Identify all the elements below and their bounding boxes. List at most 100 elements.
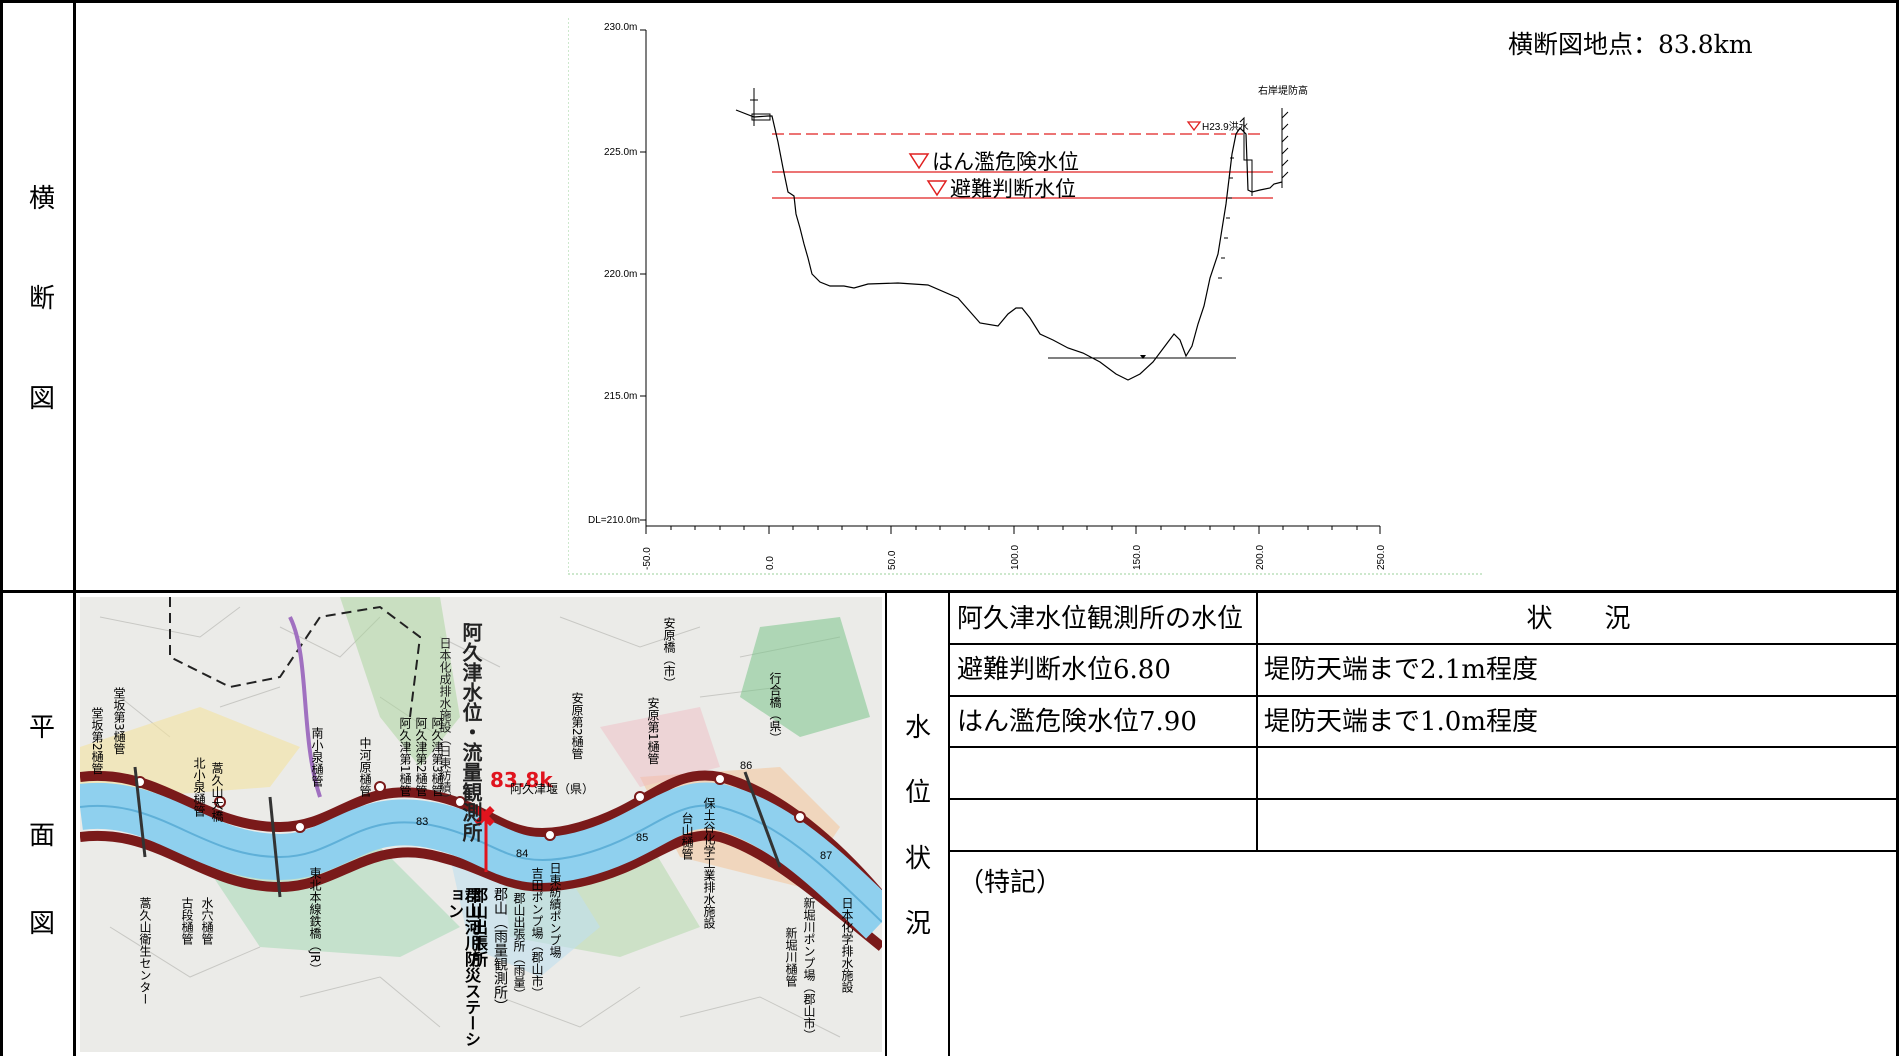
table-header-status: 状 況: [1526, 603, 1631, 634]
map-title: 阿久津水位・流量観測所: [459, 622, 483, 842]
danger-level-label: はん濫危険水位: [932, 151, 1079, 174]
map-title-line-2: 日本化成排水施設（日東紡績）: [438, 637, 452, 805]
cross-label-3: 図: [29, 384, 56, 414]
x-tick-labels: -50.0 0.0 50.0 100.0 150.0 200.0 250.0: [642, 545, 1387, 570]
table-hline-5: [948, 850, 1899, 852]
plan-label-2: 面: [29, 821, 56, 851]
y-ticks: [640, 29, 646, 521]
table-hline-4: [948, 798, 1899, 800]
y-tick-230: 230.0m: [604, 22, 637, 33]
table-row-1-status: 堤防天端まで2.1m程度: [1264, 655, 1539, 685]
km-mark-84: 84: [516, 848, 528, 860]
zone-pink: [600, 707, 720, 787]
table-row-2-level: はん濫危険水位7.90: [957, 706, 1197, 737]
km-mark-83: 83: [416, 816, 428, 828]
bridge-3: [268, 796, 282, 898]
map-label-18: 郡山出張所: [469, 887, 488, 967]
table-row-4-status: [1258, 800, 1899, 850]
marker-cross-icon: ✖: [472, 800, 497, 835]
map-label-13: 台山樋管: [680, 812, 694, 860]
map-label-24: 東北本線鉄橋（JR）: [308, 867, 322, 975]
table-hline-3: [948, 746, 1899, 748]
table-header-level: 阿久津水位観測所の水位: [957, 603, 1244, 634]
map-label-2: 北小泉樋管: [192, 757, 206, 817]
map-label-23: 日東紡績ポンプ場: [548, 862, 562, 958]
table-row-1-level: 避難判断水位6.80: [957, 655, 1171, 685]
right-embankment: [80, 830, 882, 951]
map-label-22: 吉田ポンプ場（郡山市）: [530, 867, 544, 999]
table-row-4-level: [951, 800, 1256, 850]
map-label-1: 堂坂第3樋管: [112, 687, 126, 755]
zone-green: [340, 597, 460, 767]
y-tick-dl: DL=210.0m: [588, 515, 640, 526]
river-centerline: [80, 804, 882, 923]
km-station-dots: [134, 773, 806, 841]
map-label-7: 阿久津第2樋管: [414, 717, 428, 797]
route-line: [288, 616, 322, 798]
map-label-25: 蒿久山衛生センター: [138, 897, 152, 1005]
plan-label-3: 図: [29, 909, 56, 939]
map-label-11: 安原橋（市）: [662, 617, 676, 689]
map-label-16: 水穴樋管: [200, 897, 214, 945]
water-label-1: 水: [905, 713, 932, 743]
evac-marker-icon: [926, 180, 948, 197]
y-tick-225: 225.0m: [604, 147, 637, 158]
table-row-3-level: [951, 748, 1256, 798]
bridge-2: [743, 771, 782, 868]
table-note: （特記）: [958, 868, 1063, 898]
table-hline-2: [948, 695, 1899, 697]
x-tick-100: 100.0: [1010, 545, 1021, 570]
zone-green-2: [740, 617, 870, 737]
flood-label: H23.9洪水: [1202, 121, 1249, 133]
table-hline-1: [948, 643, 1899, 645]
km-mark-87: 87: [820, 850, 832, 862]
map-label-9: 安原第2樋管: [570, 692, 584, 760]
x-tick-250: 250.0: [1376, 545, 1387, 570]
map-label-10: 安原第1樋管: [646, 697, 660, 765]
right-bank-label: 右岸堤防高: [1258, 84, 1308, 97]
water-label-3: 状: [905, 844, 932, 874]
x-tick-150: 150.0: [1132, 545, 1143, 570]
map-label-21: 郡山出張所（雨量）: [512, 892, 526, 1000]
left-column-divider: [73, 0, 76, 1056]
km-mark-85: 85: [636, 832, 648, 844]
map-label-27: 日本化学排水施設: [840, 897, 854, 993]
map-subtitle: 日本化成排水施設（日東紡績）: [438, 637, 452, 805]
map-label-5: 中河原樋管: [358, 737, 372, 797]
table-row-3-status: [1258, 748, 1899, 798]
section-divider: [0, 590, 1899, 593]
x-tick-50: 50.0: [887, 550, 898, 570]
water-label-4: 況: [905, 909, 932, 939]
danger-marker-icon: [908, 153, 930, 170]
map-right-divider: [885, 592, 887, 1056]
map-label-4: 南小泉樋管: [310, 727, 324, 787]
water-label-divider: [948, 592, 950, 1056]
low-water-marker-icon: [1140, 355, 1146, 359]
map-label-6: 阿久津第1樋管: [398, 717, 412, 797]
bridge-1: [133, 766, 147, 858]
map-label-28: 保土谷化学工業排水施設: [702, 797, 716, 929]
x-minor-ticks: [645, 526, 1381, 534]
map-label-20: 郡山（雨量観測所）: [492, 887, 508, 1013]
cross-section-location: 横断図地点：83.8km: [1508, 30, 1753, 59]
map-title-line-1: 阿久津水位・流量観測所: [459, 622, 483, 842]
cross-label-1: 横: [29, 184, 56, 214]
plan-map[interactable]: 83 84 85 86 87 ✖ 83.8k 阿久津水位・流量観測所 日本化成排…: [80, 597, 882, 1052]
cross-label-2: 断: [29, 284, 56, 314]
map-label-0: 堂坂第2樋管: [90, 707, 104, 775]
left-bank-structure: [750, 88, 771, 126]
map-label-14: 行合橋（県）: [768, 672, 782, 744]
plan-map-svg: 83 84 85 86 87 ✖ 83.8k: [80, 597, 882, 1052]
km-mark-86: 86: [740, 760, 752, 772]
map-label-17: 古段樋管: [180, 897, 194, 945]
water-label-2: 位: [905, 778, 932, 808]
flood-marker-icon: [1186, 121, 1202, 132]
map-label-8: 阿久津第3樋管: [430, 717, 444, 797]
table-row-2-status: 堤防天端まで1.0m程度: [1264, 706, 1539, 737]
map-label-26: 新堀川ポンプ場（郡山市）: [802, 897, 816, 1041]
map-label-19: 郡山河川防災ステーション: [445, 887, 481, 1047]
marker-label: 83.8k: [490, 768, 553, 792]
y-tick-220: 220.0m: [604, 269, 637, 280]
left-embankment: [80, 770, 882, 901]
